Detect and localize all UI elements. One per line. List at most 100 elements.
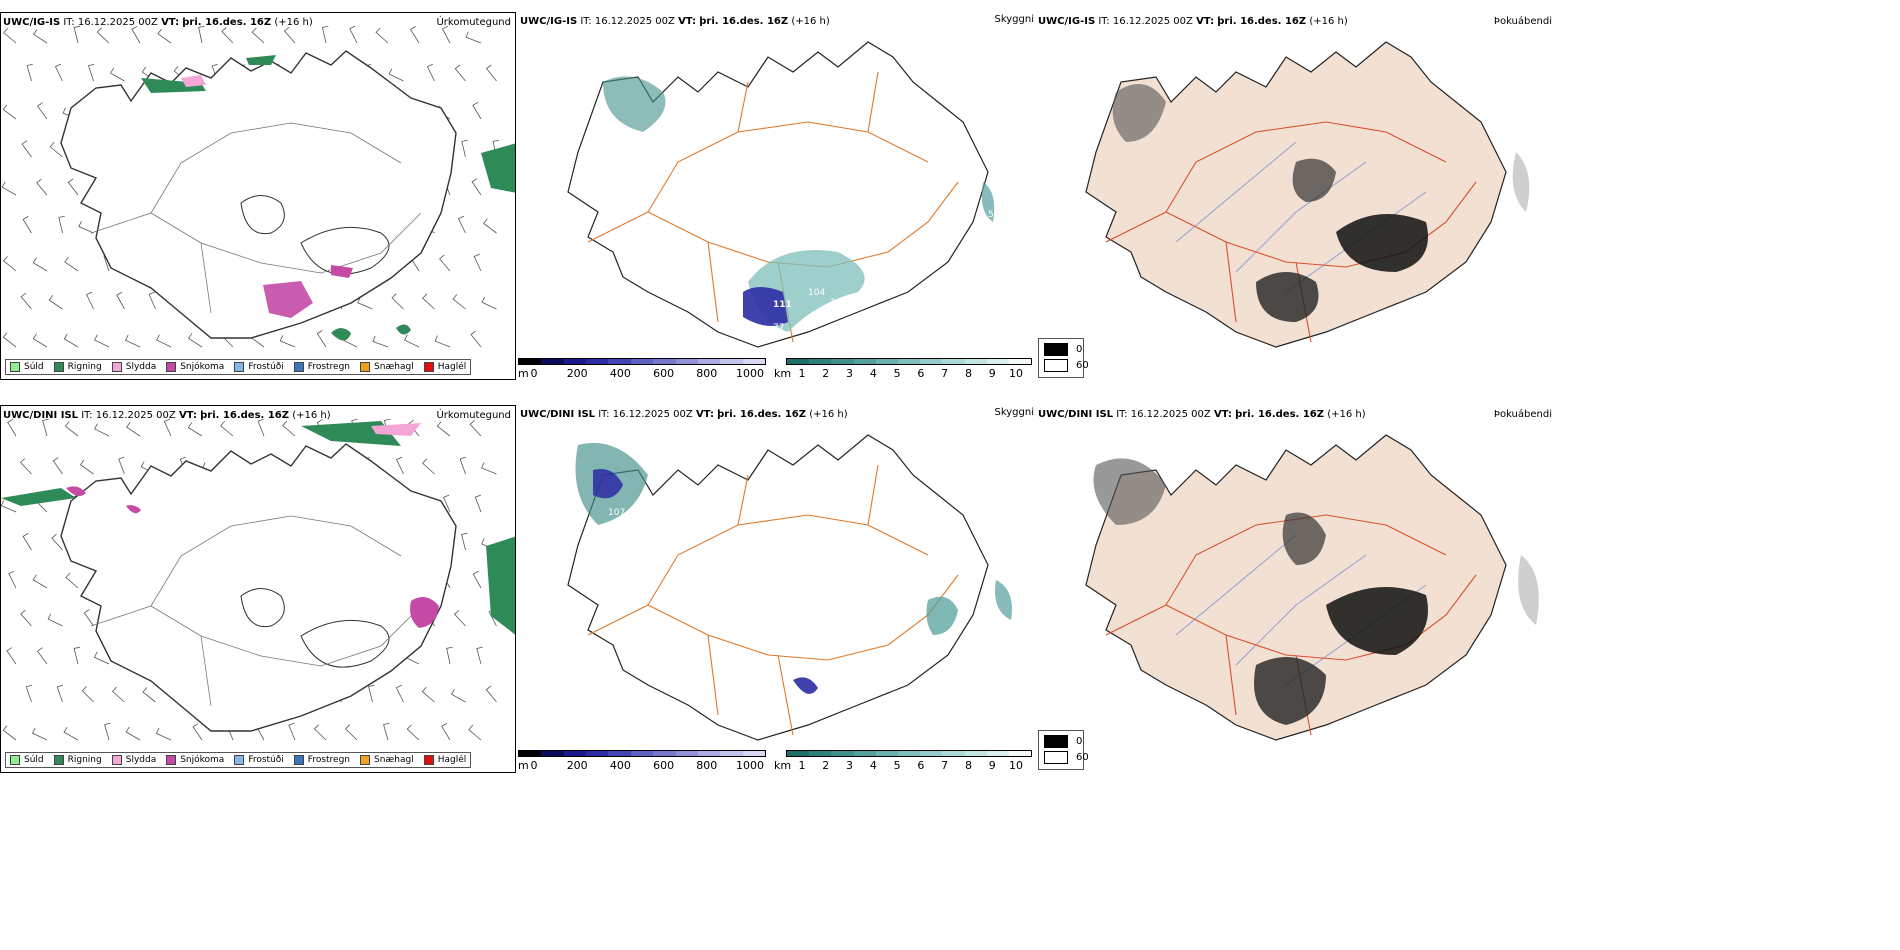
iceland-coastline — [567, 41, 989, 348]
colorbar-tick: 8 — [964, 759, 972, 772]
wind-barb — [485, 64, 497, 82]
wind-barb — [64, 421, 79, 437]
colorbar-segment — [608, 359, 631, 364]
fog-map — [1085, 434, 1539, 741]
legend-swatch — [360, 755, 371, 765]
snow-area — [126, 505, 141, 514]
legend-item: Súld — [10, 755, 44, 765]
wind-barb — [395, 456, 404, 475]
wind-barb — [20, 292, 32, 310]
colorbar-unit: m — [518, 759, 529, 772]
fog-light — [1518, 555, 1539, 625]
wind-barb — [21, 140, 32, 158]
wind-barb — [104, 722, 111, 741]
colorbar-segment — [964, 359, 987, 364]
fog-panel-top: UWC/IG-IS IT: 16.12.2025 00Z VT: þri. 16… — [1036, 12, 1554, 380]
colorbar-segment — [586, 359, 609, 364]
wind-barb — [36, 647, 48, 665]
wind-barb — [73, 25, 81, 44]
wind-barb — [461, 139, 468, 158]
colorbar-strip — [518, 358, 766, 365]
colorbar-tick: 10 — [1009, 367, 1023, 380]
rain-area — [486, 536, 515, 635]
wind-barb — [110, 67, 125, 82]
fog-high — [1336, 214, 1428, 272]
cloud-base-colorbar-bottom: m 0 200 400 600 800 1000 — [518, 750, 768, 772]
colorbar-strip — [786, 358, 1032, 365]
wind-barb — [481, 462, 497, 475]
wind-barb — [33, 29, 48, 44]
wind-barb — [187, 333, 203, 348]
visibility-panel-top: UWC/IG-IS IT: 16.12.2025 00Z VT: þri. 16… — [518, 12, 1036, 380]
wind-barb — [251, 27, 265, 44]
road-network — [90, 515, 422, 707]
wind-barb — [32, 574, 48, 589]
wind-barb — [408, 419, 420, 437]
wind-barb — [469, 420, 482, 437]
wind-barb — [283, 26, 296, 44]
wind-barb — [1, 499, 17, 513]
colorbar-tick: 400 — [609, 759, 631, 772]
wind-barb — [192, 723, 203, 741]
iceland-coastline — [60, 443, 457, 732]
wind-barb — [461, 532, 468, 551]
wind-barb — [344, 724, 358, 741]
legend-swatch — [423, 362, 434, 372]
fog-medium — [1256, 272, 1319, 322]
wind-barb — [2, 332, 17, 348]
legend-item: Snjókoma — [166, 755, 224, 765]
colorbar-tick: 4 — [869, 759, 877, 772]
legend-swatch — [53, 755, 64, 765]
colorbar-segment — [1008, 359, 1032, 364]
wind-barb — [64, 256, 79, 272]
legend-item: Haglél — [423, 755, 466, 765]
precip-legend: Súld Rigning Slydda Snjókoma Frostúði Fr… — [5, 359, 472, 375]
wind-barb — [148, 291, 156, 310]
colorbar-segment — [742, 359, 765, 364]
colorbar-segment — [853, 751, 876, 756]
wind-barb — [473, 253, 482, 272]
legend-swatch — [10, 362, 20, 372]
vis-area — [926, 596, 958, 635]
vis-label: 107 — [830, 298, 847, 308]
wind-barb — [2, 104, 17, 120]
vis-area — [995, 580, 1012, 620]
wind-barb — [288, 722, 296, 741]
wind-barb — [368, 684, 375, 703]
wind-barb — [94, 423, 110, 437]
colorbar-segment — [586, 751, 609, 756]
wind-barb — [439, 254, 451, 272]
colorbar-tick: 7 — [941, 759, 949, 772]
fog-key-row: 0 — [1044, 735, 1082, 748]
wind-barb — [48, 294, 63, 310]
panel-field-title: Skyggni — [994, 14, 1034, 25]
wind-barb — [58, 215, 65, 234]
wind-barb — [450, 688, 466, 703]
colorbar-tick: 200 — [566, 759, 588, 772]
colorbar-tick: 5 — [893, 367, 901, 380]
colorbar-segment — [653, 751, 676, 756]
visibility-map: 111 104 107 77 50 — [567, 41, 1000, 348]
panel-title: UWC/IG-IS IT: 16.12.2025 00Z VT: þri. 16… — [1038, 16, 1348, 27]
snow-area — [331, 265, 353, 278]
colorbar-tick: 1000 — [736, 759, 764, 772]
wind-barb — [52, 457, 63, 475]
panel-field-title: Úrkomutegund — [436, 17, 511, 28]
iceland-land — [1085, 41, 1507, 348]
sleet-area — [181, 75, 206, 87]
vis-label: 104 — [808, 288, 825, 298]
wind-barb — [124, 334, 141, 348]
fog-medium — [1292, 158, 1336, 202]
colorbar-tick: 0 — [530, 759, 538, 772]
colorbar-segment — [630, 359, 654, 364]
wind-barb — [79, 459, 94, 475]
wind-barb — [446, 646, 453, 665]
legend-item: Frostregn — [293, 362, 350, 372]
wind-barb — [442, 494, 451, 513]
wind-barb — [313, 724, 327, 741]
wind-barb — [257, 418, 265, 437]
wind-barb — [457, 215, 466, 234]
wind-barb — [93, 651, 110, 665]
iceland-land — [1085, 434, 1507, 741]
colorbar-segment — [675, 751, 698, 756]
